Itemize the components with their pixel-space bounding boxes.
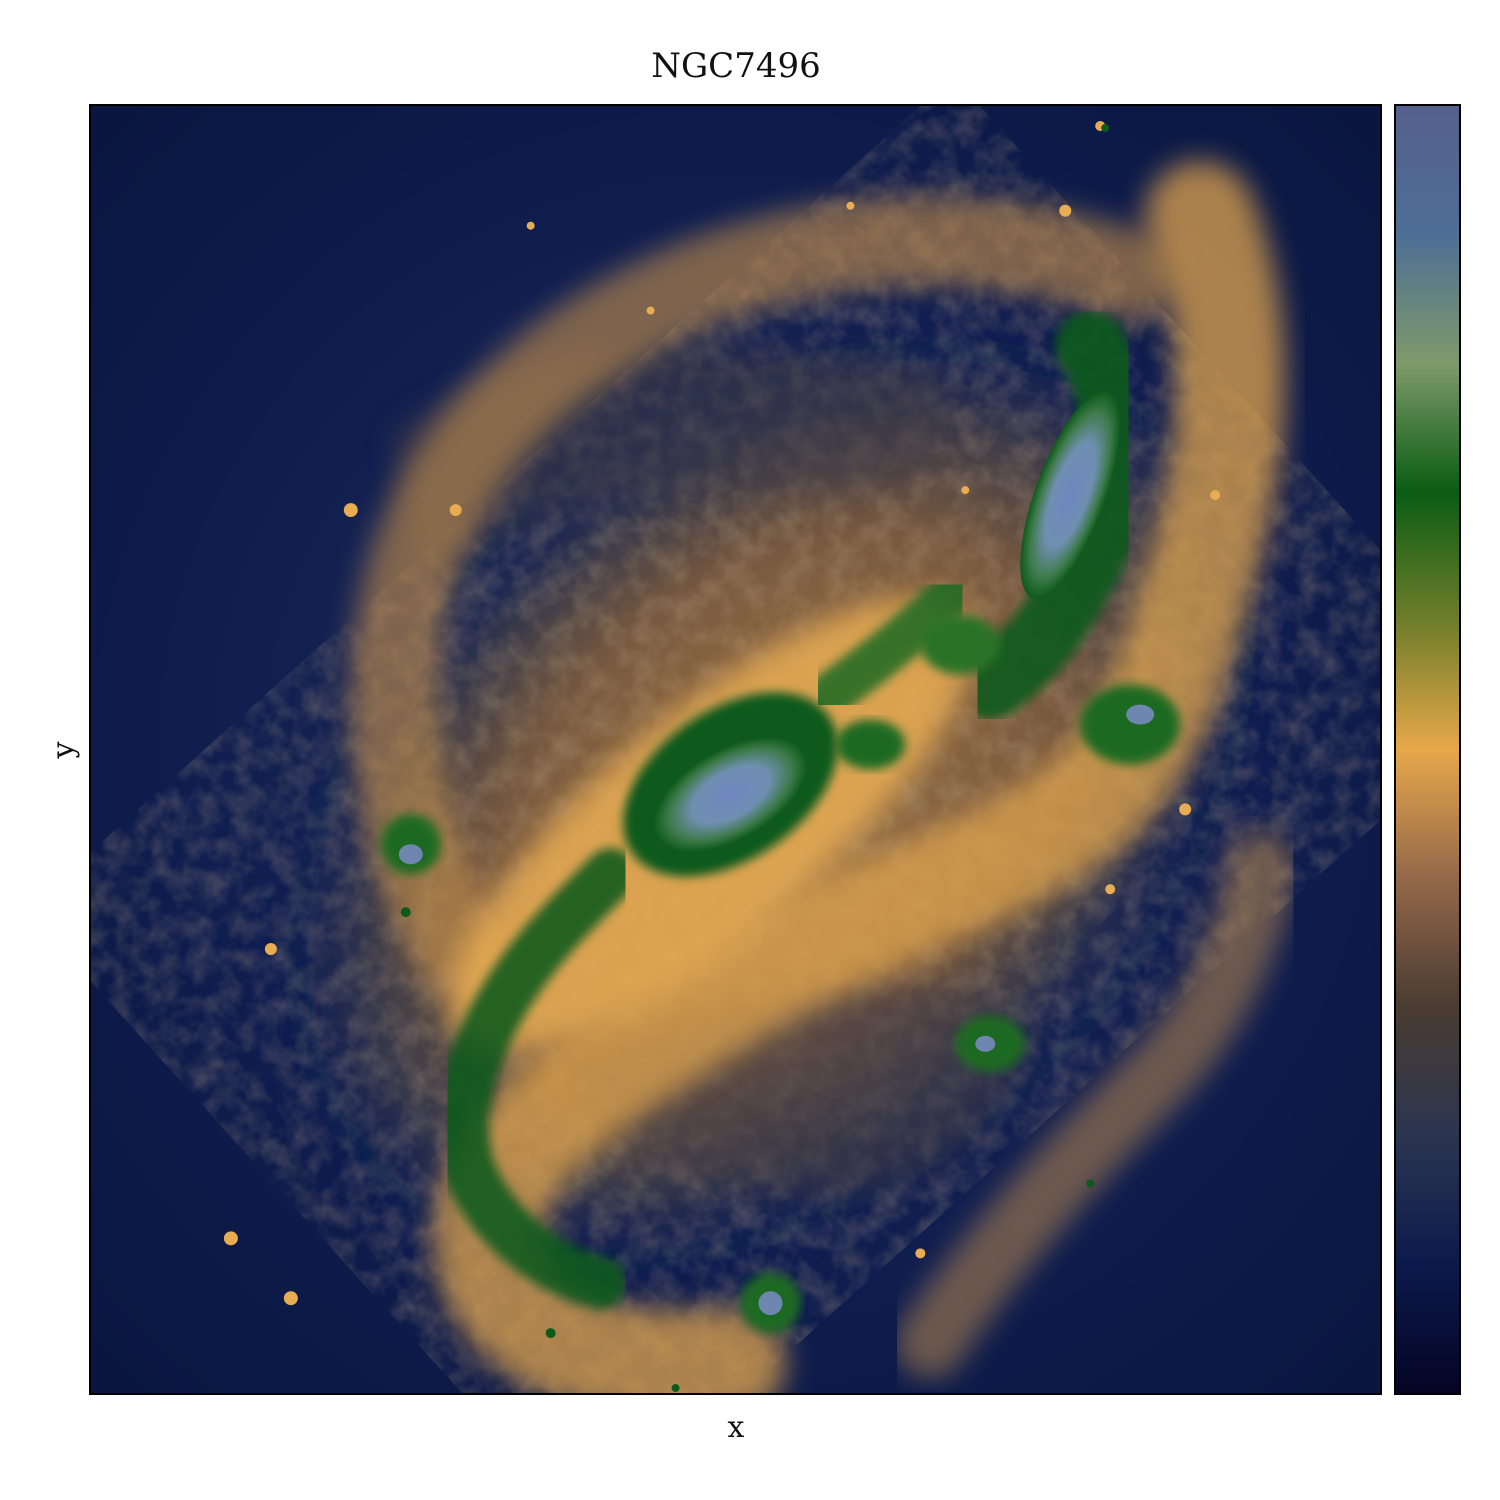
y-axis-label: y xyxy=(46,741,81,759)
galaxy-image xyxy=(89,104,1382,1395)
figure-title: NGC7496 xyxy=(651,46,821,86)
galaxy-rendering xyxy=(91,106,1380,1393)
colorbar xyxy=(1394,104,1461,1395)
x-axis-label: x xyxy=(727,1410,745,1445)
